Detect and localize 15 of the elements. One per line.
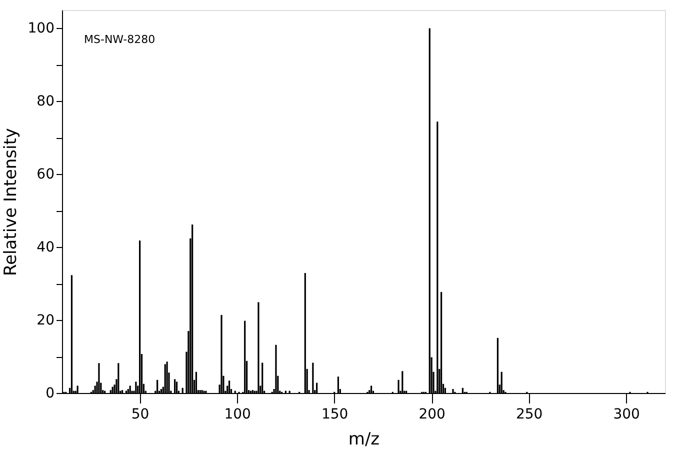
x-tick-label: 50 — [131, 406, 150, 422]
x-axis-title: m/z — [348, 430, 380, 450]
annotation: MS-NW-8280 — [84, 33, 156, 46]
x-tick-label: 150 — [321, 406, 348, 422]
y-tick-label: 100 — [28, 20, 54, 37]
x-tick-label: 100 — [224, 406, 251, 422]
y-tick-label: 0 — [46, 386, 54, 402]
y-axis-title: Relative Intensity — [0, 128, 21, 276]
y-tick-label: 80 — [36, 94, 54, 110]
x-tick-label: 300 — [613, 406, 640, 422]
y-tick-label: 40 — [36, 240, 54, 256]
y-tick-label: 20 — [36, 312, 54, 329]
y-tick-label: 60 — [36, 166, 54, 183]
x-tick-label: 200 — [418, 406, 446, 422]
x-tick-label: 250 — [516, 406, 543, 422]
